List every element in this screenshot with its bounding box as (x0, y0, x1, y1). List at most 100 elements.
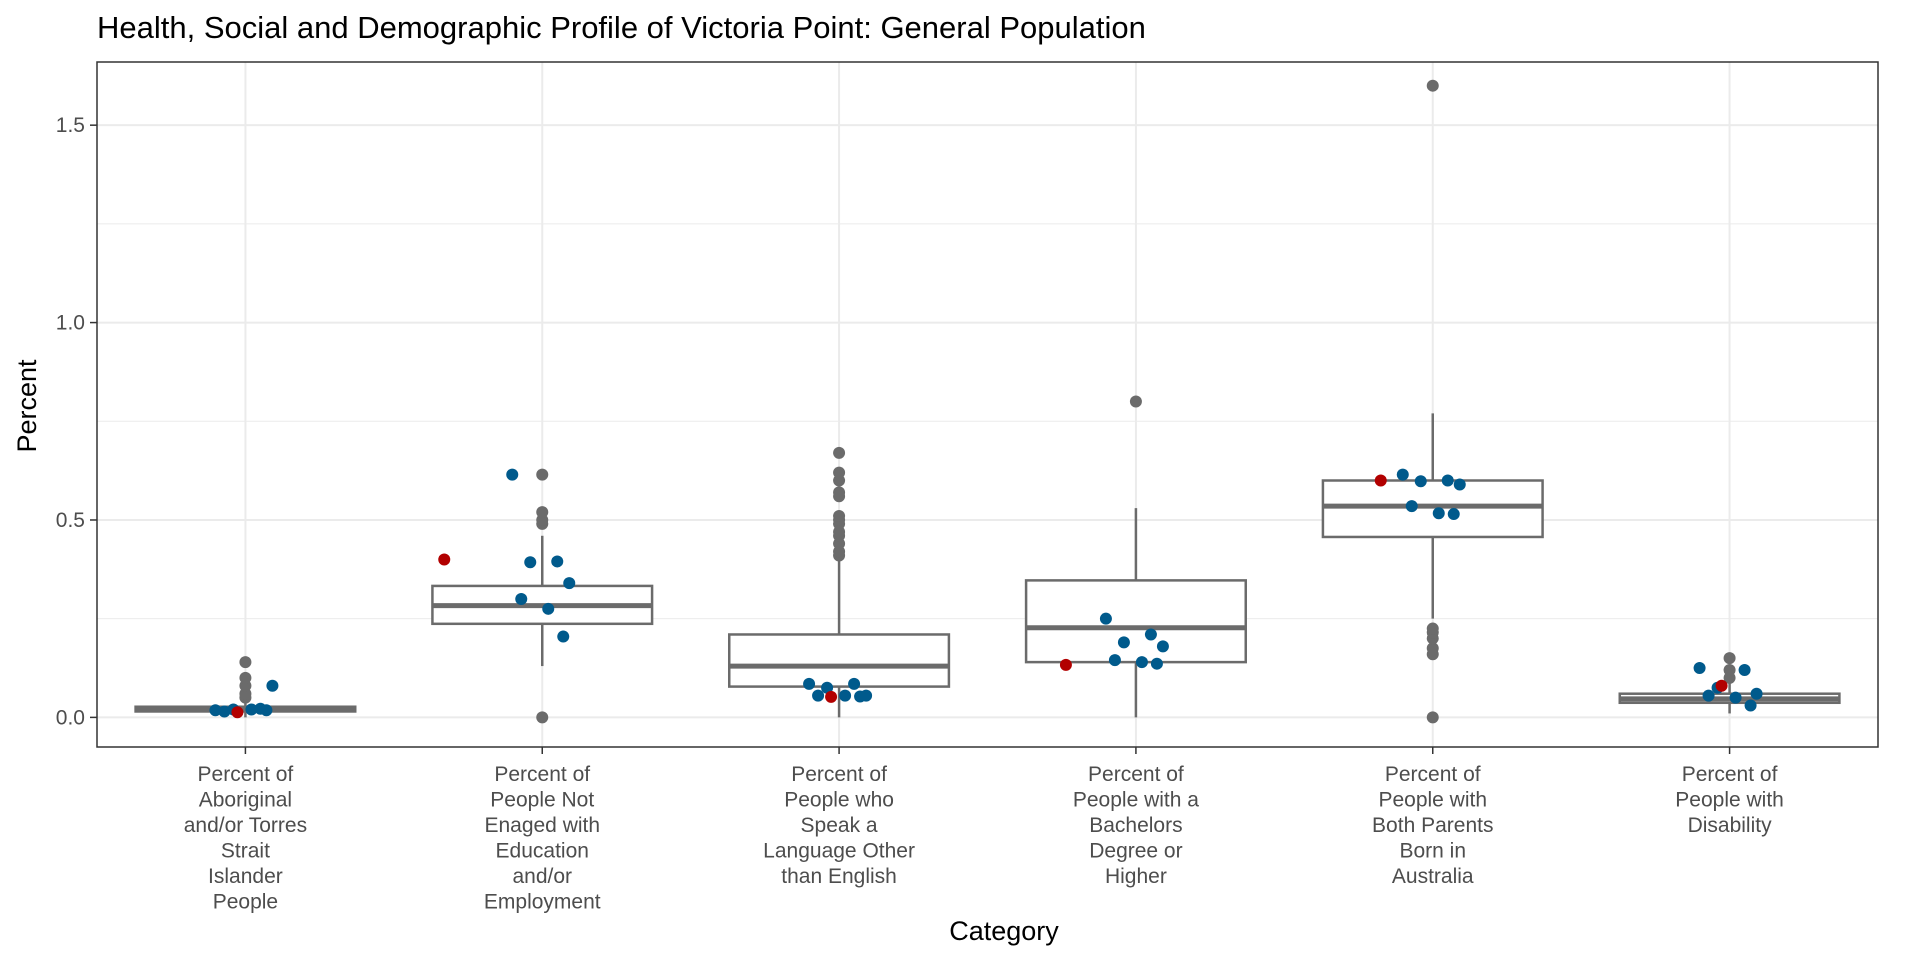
comparison-point (1693, 662, 1706, 675)
boxplot-5 (1618, 681, 1841, 714)
outlier-point (833, 486, 846, 499)
box (1024, 579, 1247, 664)
comparison-point (209, 704, 222, 717)
comparison-point (1744, 699, 1757, 712)
comparison-point (506, 468, 519, 481)
box (1321, 479, 1544, 539)
outlier-point (1129, 395, 1142, 408)
comparison-point (1144, 628, 1157, 641)
comparison-point (1441, 474, 1454, 487)
comparison-point (1750, 687, 1763, 700)
outlier-point (1723, 664, 1736, 677)
comparison-point (542, 602, 555, 615)
x-tick-label-line: Strait (221, 840, 270, 863)
outlier-point (1723, 652, 1736, 665)
outlier-point (833, 510, 846, 523)
comparison-point (515, 592, 528, 605)
x-tick-label-line: Percent of (198, 763, 294, 786)
outlier-point (536, 711, 549, 724)
x-tick-label-2: Percent of People who Speak a Language Othe… (763, 763, 915, 888)
comparison-point (1447, 508, 1460, 521)
comparison-point (266, 679, 279, 692)
highlight-point (1374, 474, 1387, 487)
y-axis-title: Percent (12, 359, 42, 453)
x-tick-label-line: Born in (1399, 840, 1466, 863)
comparison-point (551, 555, 564, 568)
comparison-point (563, 577, 576, 590)
comparison-point (1414, 475, 1427, 488)
x-tick-label-line: Percent of (1088, 763, 1184, 786)
comparison-point (1099, 612, 1112, 625)
comparison-point (839, 689, 852, 702)
outlier-point (239, 656, 252, 669)
highlight-point (438, 553, 451, 566)
outlier-point (1426, 622, 1439, 635)
x-tick-label-line: Language Other (763, 840, 915, 863)
comparison-point (1432, 507, 1445, 520)
x-tick-label-line: People with (1675, 789, 1784, 812)
comparison-point (260, 704, 273, 717)
x-tick-label-line: Speak a (801, 814, 878, 837)
highlight-point (825, 690, 838, 703)
box (728, 633, 951, 688)
x-axis: Percent of Aboriginal and/or Torres Strait I… (184, 747, 1784, 914)
comparison-point (1117, 636, 1130, 649)
x-tick-label-line: People who (784, 789, 894, 812)
x-tick-label-line: People Not (490, 789, 594, 812)
x-tick-label-5: Percent of People with Disability (1675, 763, 1784, 837)
comparison-point (848, 677, 861, 690)
comparison-point (1150, 657, 1163, 670)
comparison-point (812, 689, 825, 702)
outlier-point (833, 466, 846, 479)
x-tick-label-1: Percent of People Not Enaged with Education… (484, 763, 601, 914)
x-tick-label-line: Education (496, 840, 589, 863)
comparison-point (1156, 640, 1169, 653)
x-tick-label-3: Percent of People with a Bachelors Degree o… (1073, 763, 1199, 888)
x-tick-label-line: Percent of (494, 763, 590, 786)
y-axis: 0.0 0.5 1.0 1.5 (56, 114, 97, 729)
boxplots (134, 413, 1841, 718)
comparison-point (245, 703, 258, 716)
comparison-point (1738, 664, 1751, 677)
boxplot-2 (728, 559, 951, 718)
x-tick-label-line: People with a (1073, 789, 1199, 812)
comparison-point (557, 630, 570, 643)
comparison-point (821, 681, 834, 694)
x-tick-label-line: People (213, 891, 278, 914)
comparison-point (1405, 500, 1418, 513)
highlight-point (1715, 679, 1728, 692)
x-tick-label-line: Disability (1688, 814, 1773, 837)
comparison-point (218, 705, 231, 718)
highlight-point (231, 706, 244, 719)
x-tick-label-line: Employment (484, 891, 601, 914)
outlier-point (1426, 642, 1439, 655)
x-tick-label-line: Percent of (1682, 763, 1778, 786)
outlier-point (536, 468, 549, 481)
panel-border (96, 61, 1879, 748)
highlight-point (1059, 658, 1072, 671)
outlier-point (239, 671, 252, 684)
x-tick-label-line: Percent of (1385, 763, 1481, 786)
x-tick-label-line: Bachelors (1089, 814, 1182, 837)
x-tick-label-line: Enaged with (484, 814, 600, 837)
x-tick-label-line: Aboriginal (199, 789, 292, 812)
boxplot-0 (134, 701, 357, 718)
outlier-point (1426, 711, 1439, 724)
x-tick-label-4: Percent of People with Both Parents Born in… (1372, 763, 1493, 888)
x-tick-label-line: Degree or (1089, 840, 1182, 863)
boxplot-4 (1321, 413, 1544, 619)
x-tick-label-0: Percent of Aboriginal and/or Torres Strait I… (184, 763, 307, 914)
y-tick-label-0: 0.0 (56, 706, 85, 729)
boxplot-3 (1024, 508, 1247, 718)
outlier-point (833, 446, 846, 459)
comparison-point (1453, 478, 1466, 491)
x-tick-label-line: Higher (1105, 865, 1167, 888)
comparison-point (1108, 654, 1121, 667)
x-tick-label-line: Islander (208, 865, 283, 888)
x-tick-label-line: and/or (512, 865, 572, 888)
comparison-point (1729, 691, 1742, 704)
x-tick-label-line: Percent of (791, 763, 887, 786)
y-tick-label-1: 0.5 (56, 509, 85, 532)
